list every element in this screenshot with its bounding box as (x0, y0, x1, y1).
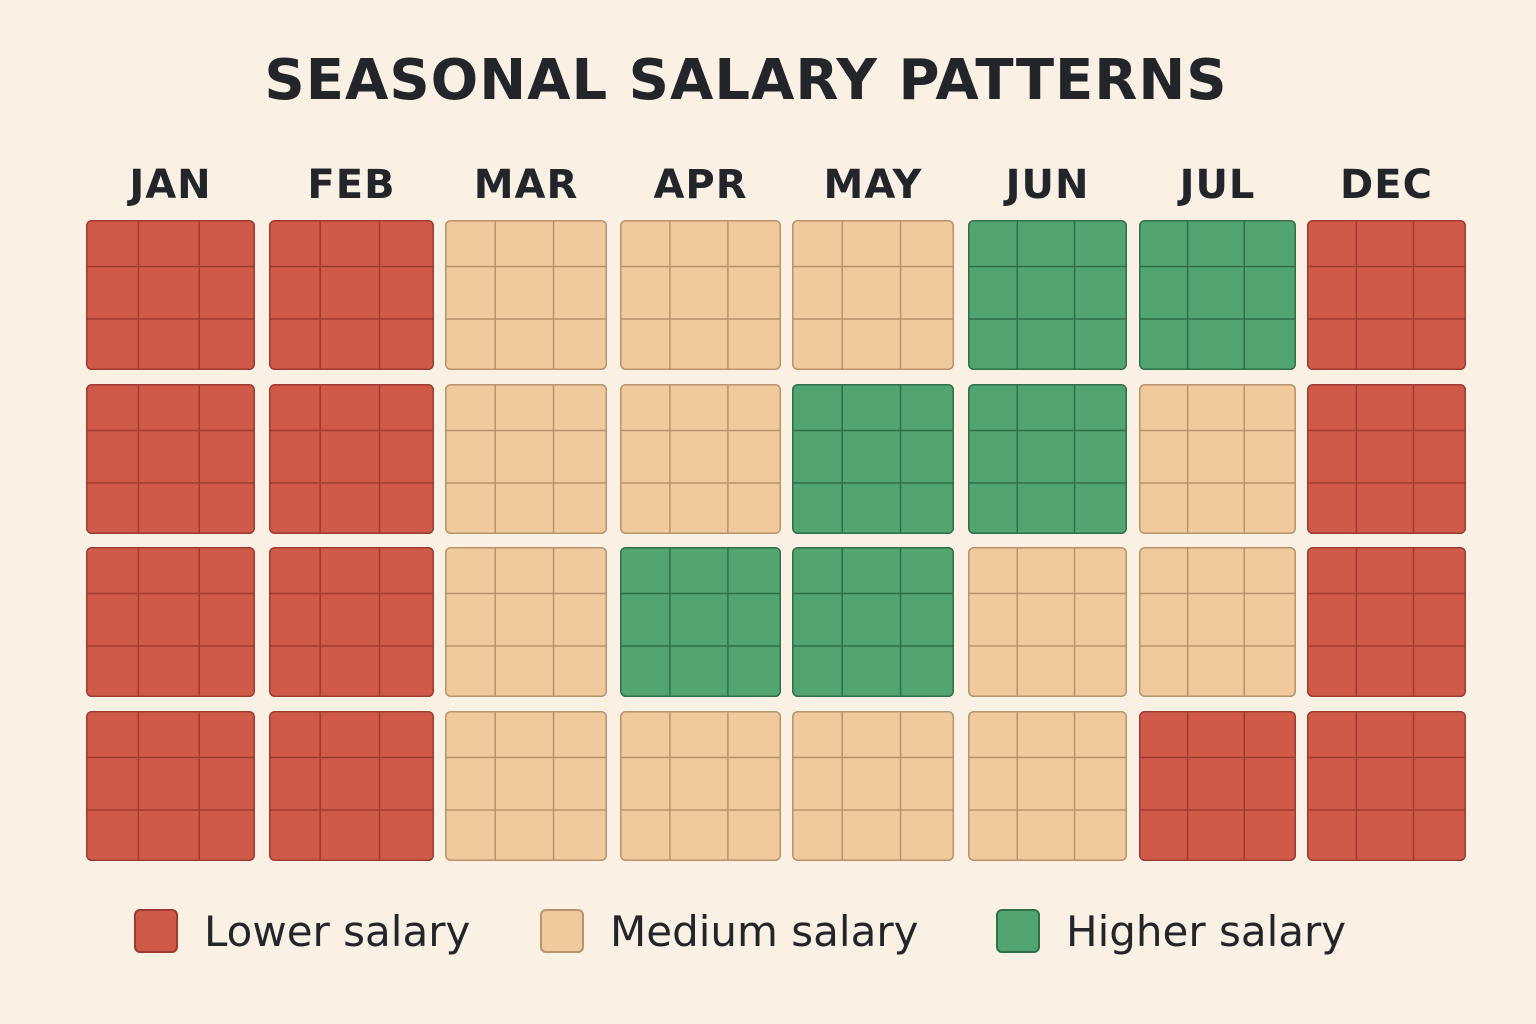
heatmap-cell-may-row-3 (792, 547, 954, 697)
legend: Lower salary Medium salary Higher salary (0, 906, 1536, 962)
cell-fill (968, 711, 1127, 861)
cell-fill (269, 711, 434, 861)
heatmap-cell-mar-row-3 (445, 547, 607, 697)
heatmap-cell-may-row-4 (792, 711, 954, 861)
cell-fill (445, 547, 607, 697)
heatmap-cell-dec-row-2 (1307, 384, 1466, 534)
cell-fill (86, 711, 255, 861)
heatmap-cell-apr-row-1 (620, 220, 781, 370)
cell-fill (1139, 220, 1296, 370)
heatmap-cell-jun-row-3 (968, 547, 1127, 697)
cell-fill (269, 384, 434, 534)
heatmap-cell-jan-row-2 (86, 384, 255, 534)
heatmap-cell-may-row-1 (792, 220, 954, 370)
cell-fill (269, 220, 434, 370)
legend-label-lower: Lower salary (204, 906, 471, 956)
cell-fill (792, 220, 954, 370)
cell-fill (1139, 547, 1296, 697)
heatmap-cell-jul-row-1 (1139, 220, 1296, 370)
heatmap-cell-dec-row-3 (1307, 547, 1466, 697)
legend-swatch-higher (996, 909, 1040, 953)
cell-fill (1139, 711, 1296, 861)
month-label-jul: JUL (1177, 162, 1256, 208)
legend-swatch-medium (540, 909, 584, 953)
month-label-jun: JUN (1003, 162, 1090, 208)
heatmap-cell-feb-row-3 (269, 547, 434, 697)
legend-label-higher: Higher salary (1066, 906, 1347, 956)
heatmap-cell-feb-row-1 (269, 220, 434, 370)
month-label-may: MAY (824, 162, 923, 208)
heatmap-cell-jul-row-2 (1139, 384, 1296, 534)
legend-item-lower: Lower salary (134, 906, 470, 956)
heatmap-cell-jun-row-2 (968, 384, 1127, 534)
heatmap-cell-apr-row-3 (620, 547, 781, 697)
legend-swatch-lower (134, 909, 178, 953)
heatmap-cell-feb-row-2 (269, 384, 434, 534)
month-label-feb: FEB (307, 162, 395, 208)
month-label-apr: APR (653, 162, 747, 208)
month-label-dec: DEC (1340, 162, 1433, 208)
heatmap-cell-jan-row-3 (86, 547, 255, 697)
heatmap-cell-jul-row-3 (1139, 547, 1296, 697)
cell-fill (86, 547, 255, 697)
heatmap-cell-mar-row-1 (445, 220, 607, 370)
cell-fill (445, 384, 607, 534)
cell-fill (86, 384, 255, 534)
heatmap-cell-jun-row-1 (968, 220, 1127, 370)
heatmap-cell-jul-row-4 (1139, 711, 1296, 861)
heatmap-cell-dec-row-1 (1307, 220, 1466, 370)
heatmap-cell-jan-row-1 (86, 220, 255, 370)
cell-fill (620, 220, 781, 370)
cell-fill (968, 547, 1127, 697)
heatmap-cell-apr-row-4 (620, 711, 781, 861)
cell-fill (1307, 384, 1466, 534)
cell-fill (792, 711, 954, 861)
heatmap-cell-mar-row-4 (445, 711, 607, 861)
cell-fill (86, 220, 255, 370)
cell-fill (1139, 384, 1296, 534)
legend-item-higher: Higher salary (996, 906, 1346, 956)
legend-item-medium: Medium salary (540, 906, 918, 956)
cell-fill (620, 384, 781, 534)
heatmap-cell-dec-row-4 (1307, 711, 1466, 861)
cell-fill (792, 547, 954, 697)
month-label-mar: MAR (474, 162, 579, 208)
heatmap-cell-apr-row-2 (620, 384, 781, 534)
heatmap-cell-feb-row-4 (269, 711, 434, 861)
salary-heatmap: JAN FEB MAR APR MAY JUN JUL DEC (86, 162, 1466, 861)
heatmap-cell-jan-row-4 (86, 711, 255, 861)
cell-fill (445, 220, 607, 370)
cell-fill (1307, 711, 1466, 861)
heatmap-cell-may-row-2 (792, 384, 954, 534)
cell-fill (620, 547, 781, 697)
cell-fill (269, 547, 434, 697)
cell-fill (968, 384, 1127, 534)
cell-fill (792, 384, 954, 534)
cell-fill (445, 711, 607, 861)
cell-fill (968, 220, 1127, 370)
chart-title: SEASONAL SALARY PATTERNS (264, 48, 1228, 113)
cell-fill (620, 711, 781, 861)
heatmap-cell-jun-row-4 (968, 711, 1127, 861)
cell-fill (1307, 547, 1466, 697)
legend-label-medium: Medium salary (610, 906, 919, 956)
month-label-jan: JAN (126, 162, 211, 208)
heatmap-cell-mar-row-2 (445, 384, 607, 534)
cell-fill (1307, 220, 1466, 370)
